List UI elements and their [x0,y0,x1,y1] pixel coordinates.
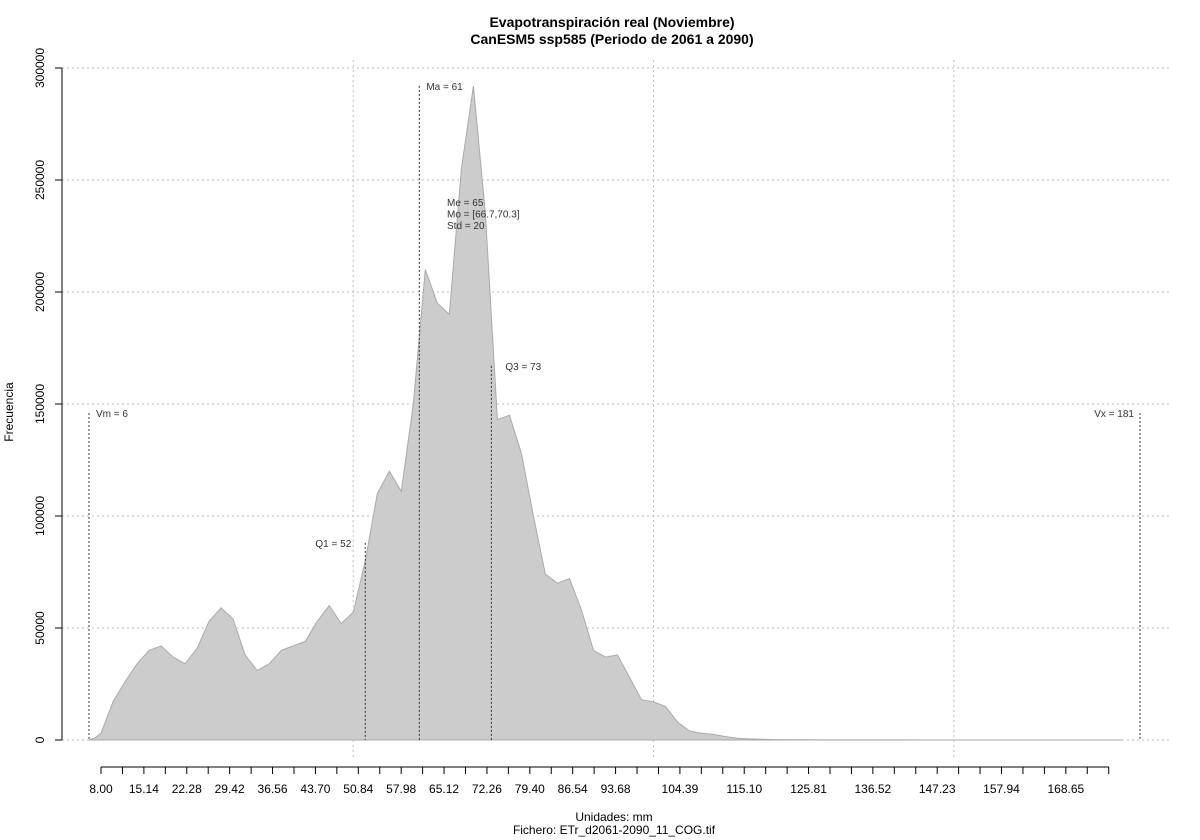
y-tick-label-2: 100000 [33,496,47,536]
x-tick-label-1: 15.14 [129,782,159,796]
x-tick-label-13: 104.39 [662,782,699,796]
x-tick-label-16: 136.52 [855,782,892,796]
x-tick-label-8: 65.12 [429,782,459,796]
distribution-area [88,85,1122,741]
annotation-2: Ma = 61 [426,82,463,93]
stat-line-2: Std = 20 [447,221,485,232]
x-axis-label: Unidades: mm [575,810,652,824]
annotation-3: Q3 = 73 [505,362,541,373]
file-caption: Fichero: ETr_d2061-2090_11_COG.tif [513,823,716,837]
x-tick-label-4: 36.56 [258,782,288,796]
x-tick-label-17: 147.23 [919,782,956,796]
x-tick-label-19: 168.65 [1047,782,1084,796]
x-tick-label-9: 72.26 [472,782,502,796]
y-tick-label-4: 200000 [33,272,47,312]
y-tick-label-0: 0 [33,736,47,743]
stat-line-0: Me = 65 [447,198,484,209]
x-tick-label-5: 43.70 [300,782,330,796]
annotation-0: Vm = 6 [96,409,128,420]
y-axis-label: Frecuencia [2,382,16,442]
y-tick-label-3: 150000 [33,384,47,424]
annotation-4: Vx = 181 [1094,409,1134,420]
x-tick-label-15: 125.81 [790,782,827,796]
annotation-1: Q1 = 52 [315,539,351,550]
x-tick-label-2: 22.28 [172,782,202,796]
y-tick-label-1: 50000 [33,611,47,645]
x-tick-label-11: 86.54 [558,782,588,796]
chart-subtitle: CanESM5 ssp585 (Periodo de 2061 a 2090) [470,31,753,47]
stat-line-1: Mo = [66.7,70.3] [447,210,520,221]
axes: 0 50000 100000 150000 200000 250000 300000 8.00… [33,48,1110,796]
density-series [88,85,1122,741]
x-tick-label-18: 157.94 [983,782,1020,796]
x-tick-label-7: 57.98 [386,782,416,796]
x-tick-label-12: 93.68 [601,782,631,796]
chart-title: Evapotranspiración real (Noviembre) [489,14,734,30]
x-tick-label-0: 8.00 [89,782,113,796]
x-tick-label-14: 115.10 [726,782,762,796]
x-tick-label-3: 29.42 [215,782,245,796]
y-tick-label-6: 300000 [33,48,47,88]
x-tick-label-10: 79.40 [515,782,545,796]
y-tick-label-5: 250000 [33,160,47,200]
reference-lines: Vm = 6 Q1 = 52 Ma = 61 Q3 = 73 Vx = 181 Me = … [88,82,1141,740]
x-tick-label-6: 50.84 [343,782,373,796]
